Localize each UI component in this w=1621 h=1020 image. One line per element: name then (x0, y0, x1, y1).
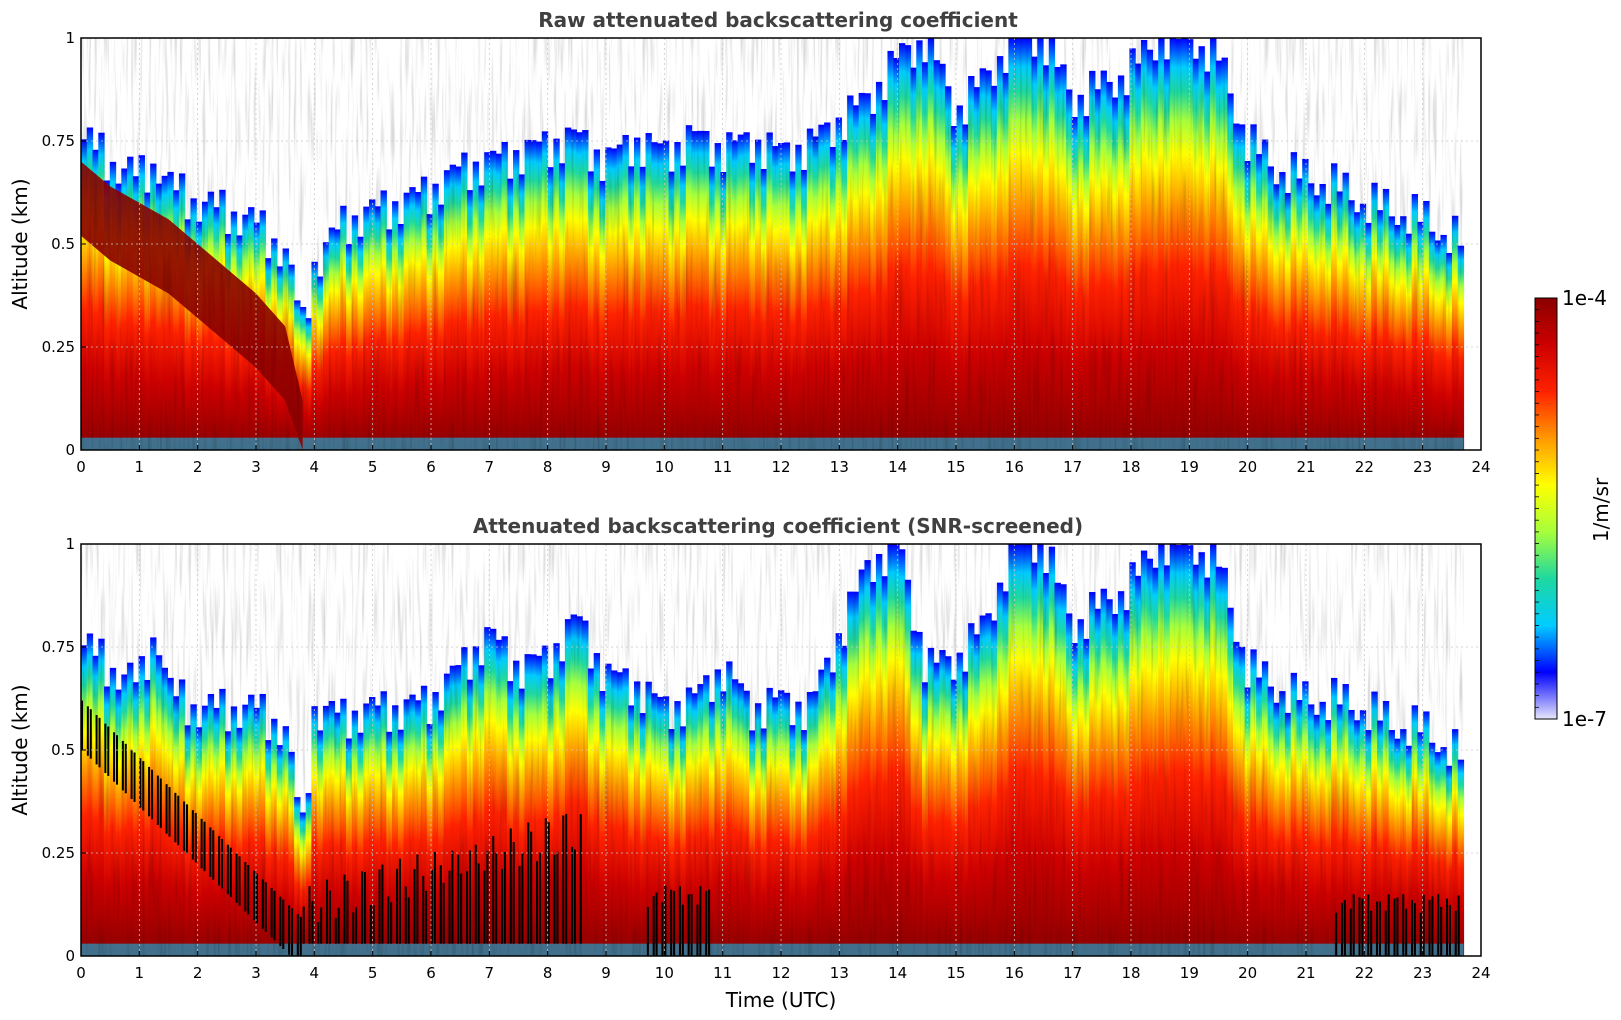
y-tick-labels: 0 0.25 0.5 0.75 1 (42, 535, 75, 965)
x-tick-label: 21 (1296, 458, 1315, 476)
x-tick-label: 3 (251, 458, 261, 476)
x-tick-label: 6 (426, 458, 436, 476)
x-tick-label: 19 (1180, 964, 1199, 982)
x-tick-label: 22 (1355, 458, 1374, 476)
x-tick-label: 20 (1238, 458, 1257, 476)
y-tick-label: 0.25 (42, 844, 75, 862)
x-tick-label: 12 (771, 964, 790, 982)
x-tick-label: 10 (655, 458, 674, 476)
x-tick-label: 24 (1471, 964, 1490, 982)
x-tick-label: 4 (310, 964, 320, 982)
x-tick-label: 3 (251, 964, 261, 982)
panel-raw: Raw attenuated backscattering coefficien… (8, 8, 1491, 476)
x-tick-label: 21 (1296, 964, 1315, 982)
x-tick-label: 7 (485, 458, 495, 476)
x-tick-label: 23 (1413, 964, 1432, 982)
y-axis-label: Altitude (km) (8, 178, 32, 309)
x-axis-label: Time (UTC) (725, 988, 837, 1012)
x-tick-label: 11 (713, 964, 732, 982)
x-tick-label: 19 (1180, 458, 1199, 476)
x-tick-label: 7 (485, 964, 495, 982)
x-tick-label: 18 (1121, 458, 1140, 476)
colorbar-min-label: 1e-7 (1562, 707, 1607, 731)
x-tick-label: 12 (771, 458, 790, 476)
colorbar-unit-label: 1/m/sr (1589, 477, 1613, 542)
x-tick-label: 17 (1063, 458, 1082, 476)
x-tick-label: 8 (543, 458, 553, 476)
x-tick-label: 16 (1005, 964, 1024, 982)
x-tick-label: 16 (1005, 458, 1024, 476)
x-tick-label: 18 (1121, 964, 1140, 982)
y-tick-labels: 0 0.25 0.5 0.75 1 (42, 29, 75, 459)
y-tick-label: 0.75 (42, 638, 75, 656)
x-tick-label: 17 (1063, 964, 1082, 982)
x-tick-label: 22 (1355, 964, 1374, 982)
x-tick-label: 11 (713, 458, 732, 476)
x-tick-label: 5 (368, 964, 378, 982)
colorbar-ticks (1535, 297, 1539, 720)
panel-screened: Attenuated backscattering coefficient (S… (8, 514, 1491, 1012)
x-tick-label: 14 (888, 458, 907, 476)
colorbar: 1e-4 1e-7 1/m/sr (1534, 286, 1613, 731)
x-tick-label: 2 (193, 964, 203, 982)
y-tick-label: 0 (65, 441, 75, 459)
x-tick-label: 8 (543, 964, 553, 982)
y-tick-label: 0.75 (42, 132, 75, 150)
x-tick-labels: 0 1 2 3 4 5 6 7 8 9 10 11 12 13 14 15 16 17 18 19 20 21 22 23 24 (76, 964, 1490, 982)
x-tick-label: 1 (135, 458, 145, 476)
x-tick-label: 6 (426, 964, 436, 982)
x-tick-label: 4 (310, 458, 320, 476)
x-tick-label: 1 (135, 964, 145, 982)
x-tick-label: 14 (888, 964, 907, 982)
x-tick-label: 5 (368, 458, 378, 476)
panel-title: Raw attenuated backscattering coefficien… (538, 8, 1018, 32)
x-tick-label: 10 (655, 964, 674, 982)
x-tick-labels: 0 1 2 3 4 5 6 7 8 9 10 11 12 13 14 15 16 17 18 19 20 21 22 23 24 (76, 458, 1490, 476)
x-tick-label: 24 (1471, 458, 1490, 476)
x-tick-label: 15 (946, 964, 965, 982)
y-tick-label: 0.25 (42, 338, 75, 356)
x-tick-label: 13 (830, 964, 849, 982)
panel-title: Attenuated backscattering coefficient (S… (473, 514, 1083, 538)
x-tick-label: 13 (830, 458, 849, 476)
plot-frame (80, 543, 1482, 957)
x-tick-label: 0 (76, 458, 86, 476)
y-tick-label: 0.5 (51, 235, 75, 253)
y-tick-label: 1 (65, 535, 75, 553)
x-tick-label: 0 (76, 964, 86, 982)
colorbar-max-label: 1e-4 (1562, 286, 1607, 310)
x-tick-label: 20 (1238, 964, 1257, 982)
y-tick-label: 1 (65, 29, 75, 47)
x-tick-label: 2 (193, 458, 203, 476)
x-tick-label: 15 (946, 458, 965, 476)
x-tick-label: 9 (601, 458, 611, 476)
x-tick-label: 9 (601, 964, 611, 982)
x-tick-label: 23 (1413, 458, 1432, 476)
y-axis-label: Altitude (km) (8, 684, 32, 815)
y-tick-label: 0.5 (51, 741, 75, 759)
y-tick-label: 0 (65, 947, 75, 965)
plot-frame (80, 37, 1482, 451)
